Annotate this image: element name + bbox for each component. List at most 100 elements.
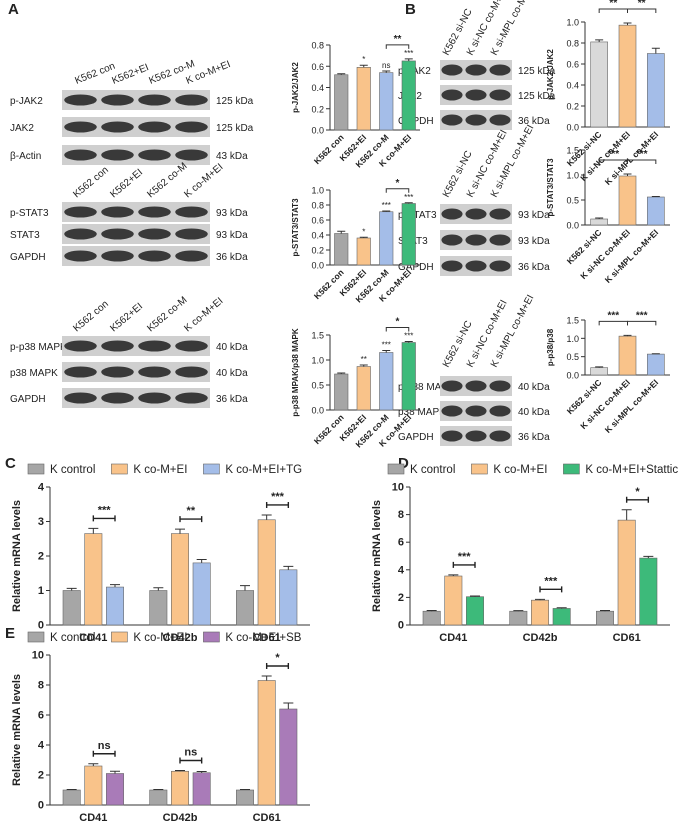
error-bar — [359, 364, 368, 367]
significance-label: ns — [184, 747, 197, 759]
y-tick-label: 0.6 — [566, 60, 579, 70]
error-bar — [359, 64, 368, 68]
lane-label: K562+EI — [111, 62, 151, 87]
significance-label: * — [396, 317, 400, 328]
blot-band — [64, 392, 97, 404]
blot-band — [465, 405, 487, 417]
blot-band — [175, 340, 208, 352]
error-bar — [175, 770, 185, 772]
bar — [149, 590, 168, 626]
significance-label: *** — [404, 49, 413, 58]
y-tick-label: 6 — [398, 537, 404, 549]
blot-size-label: 93 kDa — [518, 236, 550, 247]
significance-label: *** — [382, 341, 391, 350]
y-tick-label: 0.0 — [311, 406, 324, 416]
blot-row-label: p-p38 MAPK — [398, 382, 455, 393]
blot-band — [64, 250, 97, 262]
panel-label: D — [398, 455, 409, 472]
blot-band — [101, 121, 134, 133]
y-axis-label: p-STAT3/STAT3 — [291, 198, 300, 257]
y-tick-label: 0.5 — [566, 352, 579, 362]
y-tick-label: 1.0 — [311, 356, 324, 366]
error-bar — [261, 514, 272, 520]
bar — [618, 335, 637, 376]
blot-band — [465, 380, 487, 392]
blot-band — [175, 121, 208, 133]
blot-size-label: 125 kDa — [518, 66, 556, 77]
blot-row-label: GAPDH — [10, 394, 46, 405]
bar — [618, 175, 637, 226]
blot-size-label: 40 kDa — [518, 407, 550, 418]
blot-row-label: STAT3 — [10, 230, 40, 241]
blot-band — [64, 149, 97, 161]
blot-band — [441, 260, 463, 272]
significance-label: ns — [382, 61, 390, 70]
blot-row-label: GAPDH — [398, 262, 434, 273]
blot-band — [101, 340, 134, 352]
blot-band — [175, 94, 208, 106]
blot-band — [175, 366, 208, 378]
blot-band — [138, 206, 171, 218]
y-tick-label: 0 — [38, 620, 44, 632]
error-bar — [651, 196, 660, 197]
bar — [509, 610, 528, 626]
error-bar — [404, 202, 413, 204]
blot-row-label: p-JAK2 — [10, 96, 43, 107]
blot-size-label: 36 kDa — [216, 394, 248, 405]
significance-bracket — [179, 757, 203, 764]
bar — [356, 366, 371, 411]
lane-label: K562 co-M — [145, 295, 189, 335]
blot-row-label: p38 MAPK — [10, 368, 58, 379]
x-tick-label: K si-MPL co-M+EI — [603, 227, 661, 285]
blot-band — [138, 340, 171, 352]
error-bar — [513, 610, 524, 612]
blot-strip — [62, 246, 210, 266]
legend-swatch — [471, 463, 488, 475]
bar — [596, 610, 614, 626]
significance-bracket — [385, 327, 410, 332]
error-bar — [623, 334, 632, 337]
blot-band — [138, 228, 171, 240]
y-axis-label: Relative mRNA levels — [11, 500, 23, 612]
blot-band — [175, 228, 208, 240]
bar — [106, 586, 124, 626]
x-tick-label: CD41 — [79, 632, 107, 644]
blot-band — [138, 149, 171, 161]
significance-label: *** — [404, 332, 413, 341]
significance-label: * — [362, 227, 365, 236]
blot-band — [64, 121, 97, 133]
legend-label: K control — [50, 464, 95, 476]
y-tick-label: 8 — [38, 680, 44, 692]
error-bar — [175, 528, 185, 534]
blot-row-label: JAK2 — [10, 123, 34, 134]
lane-label: K562+EI — [108, 301, 145, 334]
error-bar — [359, 236, 368, 238]
y-tick-label: 0 — [398, 620, 404, 632]
blot-strip — [62, 336, 210, 356]
bar — [356, 237, 371, 266]
bar — [171, 770, 189, 806]
x-tick-label: CD41 — [79, 812, 107, 824]
bar — [334, 233, 349, 266]
lane-label: K co-M+EI — [182, 162, 225, 201]
blot-band — [465, 89, 487, 101]
significance-bracket — [452, 561, 476, 568]
blot-band — [138, 94, 171, 106]
significance-label: ** — [394, 34, 402, 45]
blot-band — [489, 380, 511, 392]
blot-band — [441, 208, 463, 220]
legend-label: K co-M+EI+Stattic — [585, 464, 678, 476]
blot-band — [64, 366, 97, 378]
y-tick-label: 1 — [38, 585, 44, 597]
blot-size-label: 93 kDa — [216, 230, 248, 241]
error-bar — [595, 39, 604, 42]
blot-band — [64, 94, 97, 106]
significance-label: *** — [382, 201, 391, 210]
bar — [647, 196, 665, 226]
blot-band — [101, 228, 134, 240]
error-bar — [623, 173, 632, 176]
bar — [236, 789, 254, 806]
blot-band — [489, 405, 511, 417]
blot-band — [489, 430, 511, 442]
